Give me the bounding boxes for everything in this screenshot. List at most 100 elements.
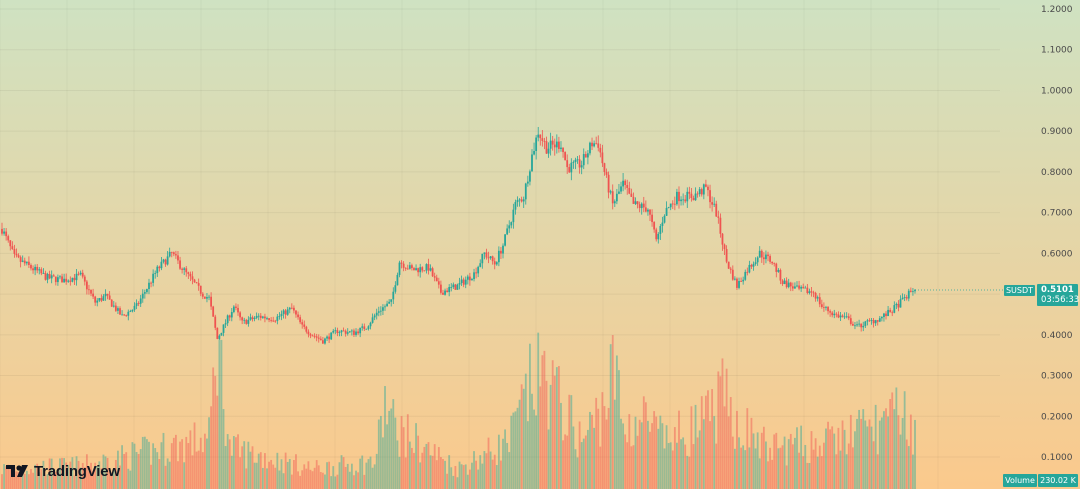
candle [54, 276, 57, 283]
volume-bar [572, 426, 575, 489]
volume-bar [437, 447, 440, 489]
volume-label: Volume [1003, 474, 1037, 487]
candle [717, 216, 720, 218]
volume-bar [586, 429, 589, 489]
candle [363, 326, 366, 330]
candle [545, 141, 548, 154]
candle [67, 280, 70, 282]
volume-bar [702, 419, 705, 489]
volume-bar [152, 443, 155, 489]
volume-bar [158, 459, 161, 489]
candle [487, 257, 490, 259]
candle [71, 277, 74, 282]
volume-bar [773, 434, 776, 489]
candle [59, 276, 61, 278]
volume-bar [787, 439, 790, 489]
volume-bar [450, 467, 453, 489]
volume-bar [744, 450, 747, 489]
candle [642, 203, 645, 208]
volume-bar [584, 435, 587, 489]
volume-bar [599, 446, 602, 489]
candle [398, 262, 401, 275]
volume-bar [303, 464, 306, 489]
volume-bar [558, 366, 560, 489]
volume-bar [893, 409, 896, 489]
volume-bar [257, 453, 260, 489]
volume-bar [164, 465, 167, 489]
candle [1, 228, 3, 234]
volume-bar [355, 470, 357, 489]
volume-bar [222, 409, 225, 489]
volume-bar [280, 459, 283, 489]
volume-bar [887, 416, 889, 489]
candle [847, 316, 850, 319]
candle [168, 251, 171, 257]
candle [295, 310, 297, 315]
volume-bar [783, 436, 786, 489]
candle [595, 143, 598, 145]
volume-bar [835, 454, 838, 489]
volume-bar [516, 407, 519, 489]
volume-bar [301, 470, 304, 489]
volume-bar [522, 388, 525, 489]
candle [183, 268, 186, 270]
candle [365, 328, 368, 330]
volume-bar [851, 447, 854, 489]
volume-bar [477, 469, 480, 489]
volume-bar [769, 447, 771, 489]
candle [25, 261, 28, 264]
candle [909, 290, 912, 292]
candle [667, 207, 670, 209]
candle [340, 330, 343, 333]
candle [808, 291, 811, 294]
volume-bar [168, 461, 171, 489]
volume-bar [750, 417, 753, 489]
volume-bar [508, 452, 511, 489]
candle [605, 171, 608, 175]
candle [686, 191, 689, 202]
volume-bar [237, 434, 239, 489]
volume-bar [684, 444, 687, 489]
candle [117, 308, 119, 311]
volume-bar [411, 447, 413, 489]
candle [350, 330, 353, 332]
tradingview-icon [6, 465, 28, 477]
candle [311, 335, 314, 337]
candle [733, 278, 736, 280]
volume-bar [191, 455, 194, 489]
candle [665, 207, 668, 216]
candle [301, 322, 304, 325]
volume-bar [156, 452, 159, 489]
candle [750, 264, 753, 267]
candle [164, 259, 167, 265]
candle [199, 285, 202, 294]
price-grid [0, 8, 1000, 458]
volume-bar [475, 460, 477, 489]
volume-bar [570, 395, 573, 489]
symbol-label: SUSDT [1004, 285, 1035, 296]
volume-bar [195, 451, 198, 489]
candle [181, 268, 184, 270]
candle [226, 315, 229, 324]
tradingview-logo[interactable]: TradingView [6, 460, 120, 482]
volume-bar [299, 475, 302, 489]
price-candles [1, 126, 1003, 345]
candle [731, 269, 734, 280]
candle [640, 203, 643, 209]
candle [123, 314, 126, 316]
volume-bar [56, 471, 59, 489]
volume-bar [471, 462, 473, 489]
volume-bar [245, 468, 248, 489]
candle [713, 203, 716, 205]
candle [630, 193, 633, 197]
candle [317, 337, 320, 339]
volume-bar [636, 435, 639, 489]
candle [30, 265, 32, 269]
volume-bar [460, 464, 463, 489]
candle [334, 330, 337, 332]
candle [812, 292, 815, 294]
candle [280, 313, 283, 317]
candle [216, 327, 219, 339]
